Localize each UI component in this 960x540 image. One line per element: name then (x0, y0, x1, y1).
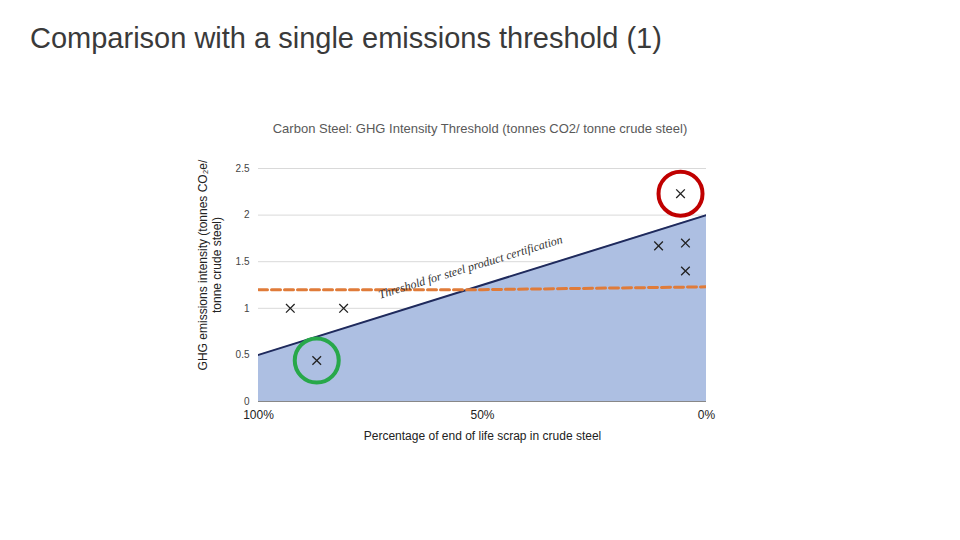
svg-text:1: 1 (244, 303, 250, 314)
svg-text:0: 0 (244, 396, 250, 407)
svg-text:2.5: 2.5 (236, 163, 250, 174)
svg-text:0%: 0% (698, 408, 716, 422)
html-text:GHG emissions intensity (tonne: GHG emissions intensity (tonnes CO₂e/ to… (196, 159, 224, 371)
svg-text:2: 2 (244, 209, 250, 220)
svg-text:Percentage of end of life scra: Percentage of end of life scrap in crude… (364, 429, 601, 443)
html-text:Comparison with a single emiss: Comparison with a single emissions thres… (30, 22, 662, 54)
svg-text:0.5: 0.5 (236, 349, 250, 360)
svg-text:50%: 50% (470, 408, 494, 422)
svg-text:Threshold for steel product ce: Threshold for steel product certificatio… (377, 232, 564, 301)
svg-text:1.5: 1.5 (236, 256, 250, 267)
html-text:Carbon Steel: GHG Intensity Th: Carbon Steel: GHG Intensity Threshold (t… (272, 121, 688, 136)
svg-text:100%: 100% (243, 408, 274, 422)
